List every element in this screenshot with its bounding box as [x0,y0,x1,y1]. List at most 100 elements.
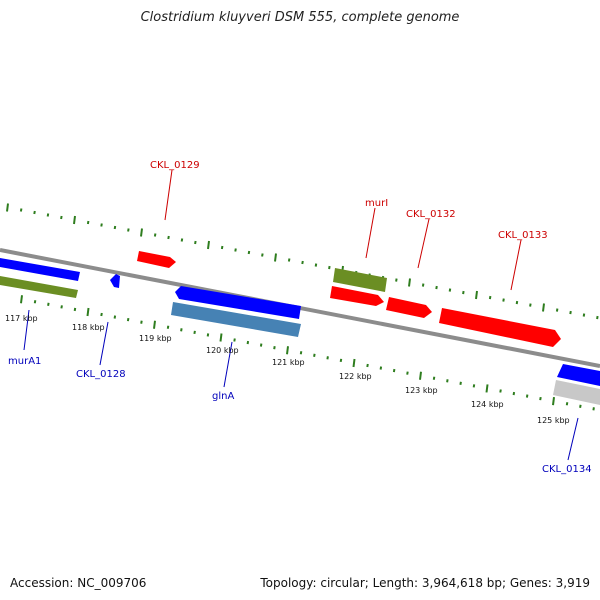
tick-minor [273,345,276,350]
tick-minor [246,340,250,345]
tick-minor [421,283,425,287]
scale-label-117: 117 kbp [5,314,38,323]
tick-minor [19,208,23,212]
tick-minor [194,240,197,245]
gene-label-ckl0134[interactable]: CKL_0134 [542,464,592,475]
feature-glna-cds-arrow[interactable] [171,302,301,337]
tick-minor [395,278,398,282]
feature-muraA1-cds-arrow[interactable] [0,276,78,298]
scale-label-125: 125 kbp [537,416,570,425]
feature-ckl0132-arrow[interactable] [386,297,432,318]
tick-minor [73,307,77,312]
feature-ckl0129-arrow[interactable] [137,251,176,268]
tick-minor [379,366,383,370]
tick-minor [592,407,595,411]
tick-minor [565,402,569,406]
feature-ckl0134-cds-arrow[interactable] [553,380,600,405]
tick-minor [392,368,396,373]
tick-major [352,358,356,368]
accession-text: Accession: NC_009706 [10,576,147,590]
tick-minor [166,325,170,329]
tick-minor [261,253,264,257]
gene-label-glna[interactable]: glnA [212,391,234,402]
gene-label-ckl0128[interactable]: CKL_0128 [76,369,126,380]
tick-minor [100,312,103,317]
tick-minor [60,215,63,220]
tick-major [274,253,277,262]
feature-ckl0128-arrow[interactable] [110,274,120,288]
tick-minor [582,313,586,317]
tick-minor [259,343,263,347]
tick-minor [472,384,476,388]
outer-tick-track [6,203,599,320]
tick-minor [301,260,304,265]
tick-minor [233,338,236,342]
tick-minor [140,320,143,324]
gene-label-ckl0133[interactable]: CKL_0133 [498,230,548,241]
tick-minor [220,245,224,250]
feature-muri-arrow[interactable] [333,268,387,292]
tick-minor [579,404,582,408]
tick-minor [313,353,316,357]
tick-minor [448,288,452,292]
scale-labels: 117 kbp 118 kbp 119 kbp 120 kbp 121 kbp … [5,314,570,425]
map-title: Clostridium kluyveri DSM 555, complete g… [140,10,460,25]
inner-tick-track [20,295,595,411]
tick-major [408,278,411,287]
tick-minor [33,300,37,304]
tick-minor [180,328,183,332]
tick-minor [525,394,529,398]
scale-label-124: 124 kbp [471,400,504,409]
tick-minor [60,305,63,309]
gene-labels: CKL_0129 murI CKL_0132 CKL_0133 murA1 CK… [8,160,592,475]
tick-minor [596,315,599,320]
tick-major [73,215,76,225]
tick-minor [488,295,492,300]
gene-label-ckl0132[interactable]: CKL_0132 [406,209,456,220]
tick-minor [462,290,465,295]
tick-minor [113,225,117,230]
tick-minor [555,308,559,312]
tick-major [475,290,478,300]
tick-minor [432,376,436,380]
tick-minor [314,263,318,267]
feature-layer [0,251,600,405]
tick-minor [326,356,329,360]
scale-label-121: 121 kbp [272,358,305,367]
feature-muri-cds-arrow[interactable] [330,286,384,306]
tick-major [286,346,289,355]
tick-minor [46,213,50,217]
tick-minor [366,363,369,368]
tick-minor [206,333,210,337]
scale-label-122: 122 kbp [339,372,372,381]
gene-label-mura1[interactable]: murA1 [8,356,41,367]
tick-minor [127,228,130,232]
feature-glna-arrow[interactable] [175,286,301,319]
feature-muraA1-arrow[interactable] [0,258,80,281]
tick-minor [502,298,505,302]
tick-minor [86,220,90,225]
tick-major [6,203,9,212]
tick-minor [47,302,50,306]
tick-major [86,307,90,317]
gene-label-ckl0129[interactable]: CKL_0129 [150,160,200,171]
scale-label-119: 119 kbp [139,334,172,343]
feature-ckl0134-arrow[interactable] [557,364,600,386]
tick-minor [459,381,462,386]
tick-minor [499,389,502,393]
tick-minor [33,210,36,215]
tick-minor [406,371,409,375]
tick-minor [113,315,117,319]
tick-major [207,240,210,250]
tick-major [542,303,545,312]
tick-minor [153,233,157,237]
tick-minor [180,238,184,242]
tick-minor [193,330,196,335]
tick-major [219,333,223,342]
scale-label-120: 120 kbp [206,346,239,355]
tick-minor [299,351,303,355]
feature-ckl0133-arrow[interactable] [439,308,561,347]
scale-label-123: 123 kbp [405,386,438,395]
gene-label-muri[interactable]: murI [365,198,388,209]
